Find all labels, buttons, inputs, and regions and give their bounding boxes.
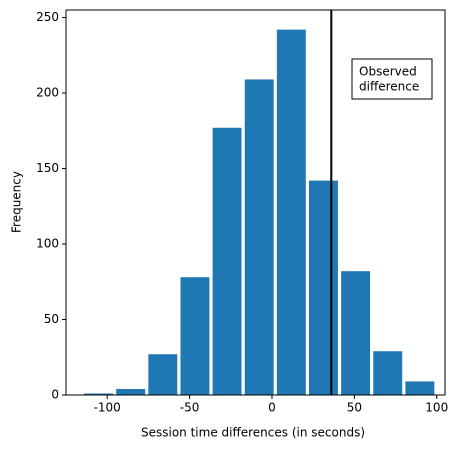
bar	[276, 29, 306, 396]
x-tick-label: 50	[347, 401, 362, 415]
x-tick-label: -50	[180, 401, 200, 415]
y-tick-label: 100	[36, 237, 59, 251]
y-tick-label: 0	[51, 388, 59, 402]
bar	[309, 180, 338, 395]
y-tick-label: 50	[44, 312, 59, 326]
y-tick-label: 150	[36, 161, 59, 175]
x-axis-label: Session time differences (in seconds)	[141, 426, 365, 440]
bar	[373, 351, 403, 395]
y-tick-label: 250	[36, 10, 59, 24]
annotation-box	[351, 58, 433, 100]
bar	[244, 79, 274, 395]
plot-frame	[65, 9, 446, 396]
annotation-text: Observed	[359, 65, 417, 79]
bar	[405, 381, 435, 395]
bar	[148, 354, 178, 395]
annotation-text: difference	[359, 80, 419, 94]
x-tick-label: -100	[94, 401, 121, 415]
x-tick-label: 0	[268, 401, 276, 415]
x-tick-label: 100	[425, 401, 448, 415]
bar	[84, 393, 114, 395]
y-axis-label: Frequency	[10, 171, 24, 233]
bar	[116, 388, 146, 395]
bar	[341, 271, 371, 395]
y-tick-label: 200	[36, 86, 59, 100]
bar	[180, 277, 210, 395]
bar	[212, 127, 242, 395]
